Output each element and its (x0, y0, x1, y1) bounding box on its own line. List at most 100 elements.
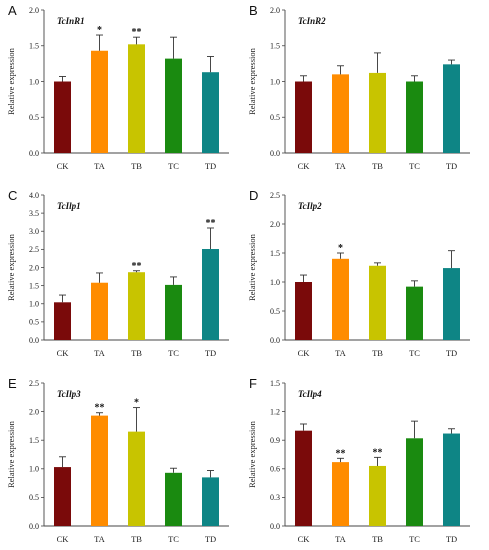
panel-c: C 0.0 0.5 1.0 1.5 2.0 2.5 3.0 3.5 4.0 Relative exp… (6, 188, 229, 358)
y-tick-label: 1.5 (270, 379, 280, 388)
bar-ta (91, 282, 108, 340)
y-tick-label: 0.0 (29, 336, 39, 345)
panel-letter: B (249, 3, 258, 18)
y-tick-label: 1.0 (29, 77, 39, 86)
y-tick-label: 0.0 (29, 149, 39, 158)
significance-marker: * (134, 398, 139, 409)
bar-tc (165, 284, 182, 340)
significance-marker: ** (373, 447, 383, 458)
x-tick-label: TD (205, 348, 216, 358)
y-axis-label: Relative expression (6, 233, 16, 301)
y-tick-label: 1.0 (29, 300, 39, 309)
bar-ta (332, 258, 349, 340)
x-tick-label: TA (335, 534, 347, 544)
x-tick-label: CK (298, 534, 311, 544)
x-tick-label: TB (372, 534, 383, 544)
y-tick-label: 3.0 (29, 227, 39, 236)
bar-tb (369, 465, 386, 526)
y-tick-label: 3.5 (29, 209, 39, 218)
x-tick-label: TC (168, 534, 179, 544)
y-tick-label: 1.0 (270, 77, 280, 86)
y-tick-label: 1.5 (270, 42, 280, 51)
panel-title: TcInR1 (57, 16, 85, 26)
y-tick-label: 0.0 (270, 149, 280, 158)
x-tick-label: TB (131, 534, 142, 544)
bar-ta (332, 462, 349, 526)
y-tick-label: 0.5 (29, 113, 39, 122)
bar-td (202, 72, 219, 153)
x-tick-label: TB (131, 348, 142, 358)
y-tick-label: 1.5 (270, 249, 280, 258)
bar-tc (406, 286, 423, 340)
y-tick-label: 0.5 (29, 318, 39, 327)
panel-letter: A (8, 3, 17, 18)
panel-letter: F (249, 376, 257, 391)
x-tick-label: TA (94, 534, 106, 544)
bar-ck (295, 282, 312, 340)
y-tick-label: 2.0 (29, 6, 39, 15)
y-tick-label: 2.5 (29, 245, 39, 254)
bar-tb (128, 272, 145, 340)
x-tick-label: TC (409, 534, 420, 544)
y-tick-label: 4.0 (29, 191, 39, 200)
bar-td (202, 477, 219, 526)
x-tick-label: TB (131, 161, 142, 171)
x-tick-label: TD (205, 161, 216, 171)
y-axis-label: Relative expression (6, 420, 16, 488)
x-tick-label: TC (168, 161, 179, 171)
y-tick-label: 0.9 (270, 436, 280, 445)
x-tick-label: CK (298, 348, 311, 358)
y-tick-label: 0.0 (29, 522, 39, 531)
y-tick-label: 2.0 (270, 220, 280, 229)
x-tick-label: TD (446, 534, 457, 544)
bar-ck (295, 430, 312, 526)
panel-f: F 0.0 0.3 0.6 0.9 1.2 1.5 Relative expression Tc… (247, 376, 470, 544)
y-tick-label: 0.3 (270, 493, 280, 502)
panel-title: TcIlp1 (57, 201, 81, 211)
panel-title: TcIlp2 (298, 201, 322, 211)
x-tick-label: CK (57, 534, 70, 544)
significance-marker: ** (132, 261, 142, 272)
y-tick-label: 0.5 (270, 113, 280, 122)
bar-ta (91, 50, 108, 153)
panel-title: TcIlp3 (57, 389, 81, 399)
x-tick-label: TC (409, 161, 420, 171)
y-tick-label: 0.0 (270, 522, 280, 531)
x-tick-label: TB (372, 161, 383, 171)
y-tick-label: 1.0 (270, 278, 280, 287)
y-axis-label: Relative expression (247, 233, 257, 301)
y-tick-label: 1.5 (29, 42, 39, 51)
panel-a: A 0.0 0.5 1.0 1.5 2.0 Relative expression TcInR… (6, 3, 229, 171)
x-tick-label: TA (335, 161, 347, 171)
y-tick-label: 0.5 (270, 307, 280, 316)
x-tick-label: CK (57, 348, 70, 358)
bar-tb (128, 44, 145, 153)
x-tick-label: TD (446, 161, 457, 171)
x-tick-label: TA (335, 348, 347, 358)
x-tick-label: TC (168, 348, 179, 358)
bar-ck (295, 81, 312, 153)
y-tick-label: 2.0 (29, 263, 39, 272)
significance-marker: * (97, 25, 102, 36)
panel-title: TcInR2 (298, 16, 326, 26)
x-tick-label: TD (446, 348, 457, 358)
panel-letter: C (8, 188, 17, 203)
bar-tc (406, 438, 423, 526)
y-tick-label: 0.6 (270, 465, 280, 474)
y-tick-label: 1.2 (270, 407, 280, 416)
bar-ta (332, 74, 349, 153)
y-axis-label: Relative expression (247, 420, 257, 488)
y-tick-label: 1.5 (29, 436, 39, 445)
bar-ck (54, 302, 71, 340)
y-tick-label: 1.0 (29, 465, 39, 474)
x-tick-label: TB (372, 348, 383, 358)
bar-tb (369, 265, 386, 340)
y-tick-label: 0.5 (29, 493, 39, 502)
bar-td (202, 249, 219, 340)
panel-title: TcIlp4 (298, 389, 322, 399)
bar-tb (128, 431, 145, 526)
y-tick-label: 2.0 (29, 407, 39, 416)
y-tick-label: 2.5 (270, 191, 280, 200)
x-tick-label: TD (205, 534, 216, 544)
